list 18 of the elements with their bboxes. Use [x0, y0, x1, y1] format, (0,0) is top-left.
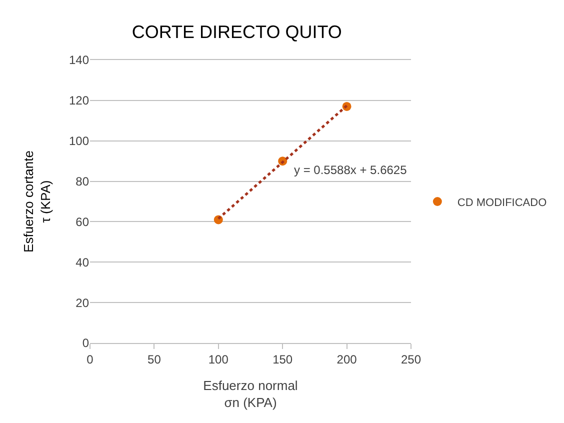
y-tick-label: 20 [76, 296, 90, 310]
y-tick-label: 60 [76, 214, 90, 229]
x-tick-label: 250 [400, 352, 422, 366]
y-tick-label: 100 [68, 134, 90, 148]
y-tick-label: 0 [82, 336, 90, 350]
y-tick-label: 40 [76, 255, 90, 270]
x-tick-label: 100 [208, 352, 229, 366]
x-tick-label: 200 [336, 352, 358, 366]
x-tick-label: 150 [272, 352, 293, 366]
x-axis-title: Esfuerzo normal σn (KPA) [203, 378, 298, 410]
chart-title: CORTE DIRECTO QUITO [132, 22, 342, 42]
legend-label: CD MODIFICADO [457, 196, 548, 209]
y-axis-title: Esfuerzo cortante τ (KPA) [21, 150, 53, 252]
y-tick-label: 80 [76, 174, 90, 188]
y-tick-label: 140 [68, 53, 90, 68]
x-tick-label: 50 [148, 352, 162, 366]
y-tick-label: 120 [68, 94, 90, 108]
annotation: y = 0.5588x + 5.6625 [294, 163, 408, 177]
